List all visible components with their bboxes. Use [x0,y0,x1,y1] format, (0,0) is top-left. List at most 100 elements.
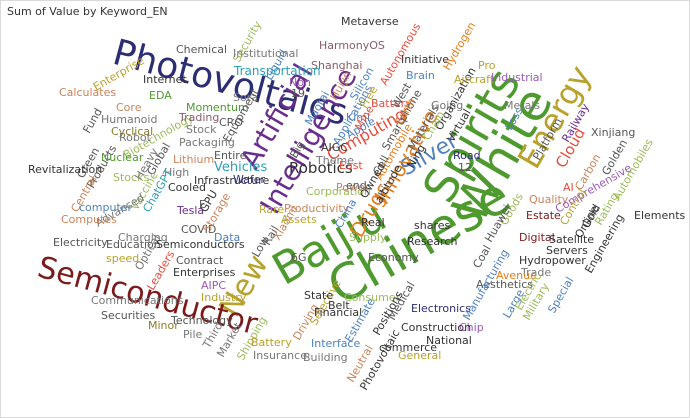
word-minor[interactable]: Minor [148,319,179,332]
word-rare[interactable]: Rare [259,203,284,216]
word-technology[interactable]: Technology [170,314,233,327]
word-cyclical[interactable]: Cyclical [111,125,153,138]
word-general[interactable]: General [398,349,441,362]
word-securities[interactable]: Securities [101,309,155,322]
word-pile[interactable]: Pile [183,328,203,341]
word-tesla[interactable]: Tesla [176,204,204,217]
word-end[interactable]: end [346,179,367,192]
word-special[interactable]: Special [545,275,576,316]
word-nuclear[interactable]: Nuclear [101,151,144,164]
word-trading[interactable]: Trading [178,111,219,124]
word-high[interactable]: High [164,166,189,179]
word-infrastructure[interactable]: Infrastructure [194,174,270,187]
word-elements[interactable]: Elements [634,209,686,222]
word-xinjiang[interactable]: Xinjiang [591,126,635,139]
word-stock[interactable]: Stock [186,123,217,136]
word-satellite[interactable]: Satellite [549,233,594,246]
word-entire[interactable]: Entire [214,149,247,162]
word-initiative[interactable]: Initiative [401,53,449,66]
word-industry[interactable]: Industry [201,291,247,304]
word-cooled[interactable]: Cooled [168,181,206,194]
word-robotics[interactable]: Robotics [289,159,353,177]
word-e[interactable]: E [199,198,206,211]
word-trade[interactable]: Trade [520,266,551,279]
word-momentum[interactable]: Momentum [186,101,249,114]
word-communications[interactable]: Communications [91,294,184,307]
word-core[interactable]: Core [116,101,142,114]
word-12[interactable]: 12 [458,161,472,174]
word-theme[interactable]: Theme [315,154,354,167]
word-battery[interactable]: Battery [251,336,292,349]
word-real[interactable]: Real [361,216,385,229]
word-stocks[interactable]: Stocks [113,171,149,184]
word-consumer[interactable]: Consumer [344,291,401,304]
word-enterprises[interactable]: Enterprises [173,266,236,279]
word-chip[interactable]: Chip [459,321,484,334]
word-research[interactable]: Research [407,235,457,248]
word-avenue[interactable]: Avenue [496,269,537,282]
word-servers[interactable]: Servers [546,244,588,257]
word-electricity[interactable]: Electricity [53,236,108,249]
word-power[interactable]: Power [336,181,370,194]
word-speed[interactable]: speed [106,252,139,265]
word-brain[interactable]: Brain [406,69,435,82]
word-vehicles[interactable]: Vehicles [214,160,267,175]
word-covid[interactable]: COVID [181,223,216,236]
word-estate[interactable]: Estate [526,209,561,222]
word-construction[interactable]: Construction [401,321,471,334]
word-industrial[interactable]: Industrial [491,71,543,84]
word-battery[interactable]: Battery [371,97,412,110]
word-humanoid[interactable]: Humanoid [101,113,157,126]
word-institutional[interactable]: Institutional [233,47,298,60]
word-education[interactable]: Education [106,238,161,251]
word-robot[interactable]: Robot [119,131,152,144]
word-sora[interactable]: Sora [233,91,258,104]
word-pro[interactable]: Pro [478,59,496,72]
word-corporation[interactable]: Corporation [306,185,371,198]
word-going[interactable]: Going [431,99,463,112]
word-computer[interactable]: computer [79,201,133,214]
word-hydrogen[interactable]: Hydrogen [440,20,478,73]
word-contract[interactable]: Contract [176,254,224,267]
word-commerce[interactable]: commerce [379,341,437,354]
word-state[interactable]: State [304,289,333,302]
word-harmonyos[interactable]: HarmonyOS [319,39,385,52]
word-road[interactable]: Road [453,149,481,162]
word-shares[interactable]: shares [414,219,450,232]
word-semiconductors[interactable]: Semiconductors [156,238,245,251]
word-wafer[interactable]: Wafer [233,173,266,186]
word-non[interactable]: Non [289,76,311,89]
word-revitalization[interactable]: Revitalization [28,163,102,176]
word-productivity[interactable]: Productivity [284,202,350,215]
word-digital[interactable]: Digital [519,231,555,244]
word-cro[interactable]: CRO [219,116,243,129]
word-insurance[interactable]: Insurance [253,349,307,362]
word-ai[interactable]: AI [563,181,574,194]
word-kimi[interactable]: Kimi [346,111,370,124]
word-metals[interactable]: Metals [504,99,540,112]
word-data[interactable]: Data [214,231,240,244]
word-calculates[interactable]: Calculates [59,86,116,99]
word-national[interactable]: National [426,334,472,347]
word-6g[interactable]: 6G [291,251,307,264]
word-metaverse[interactable]: Metaverse [341,15,399,28]
word-assets[interactable]: Assets [281,213,317,226]
word-aircraft[interactable]: Aircraft [454,73,495,86]
word-hydropower[interactable]: Hydropower [519,254,586,267]
word-chemical[interactable]: Chemical [176,43,227,56]
word-aesthetics[interactable]: Aesthetics [476,278,533,291]
word-economy[interactable]: Economy [368,251,419,264]
word-transportation[interactable]: Transportation [233,64,321,78]
word-interface[interactable]: Interface [311,337,360,350]
word-financial[interactable]: Financial [314,306,362,319]
word-aipc[interactable]: AIPC [201,279,226,292]
word-shanghai[interactable]: Shanghai [311,59,362,72]
word-lithium[interactable]: Lithium [173,153,214,166]
word-19[interactable]: 19 [291,87,305,100]
word-computes[interactable]: Computes [61,213,117,226]
word-building[interactable]: Building [303,351,348,364]
word-supply[interactable]: Supply [349,231,387,244]
word-belt[interactable]: Belt [328,299,350,312]
word-aigc[interactable]: AIGC [321,141,348,154]
